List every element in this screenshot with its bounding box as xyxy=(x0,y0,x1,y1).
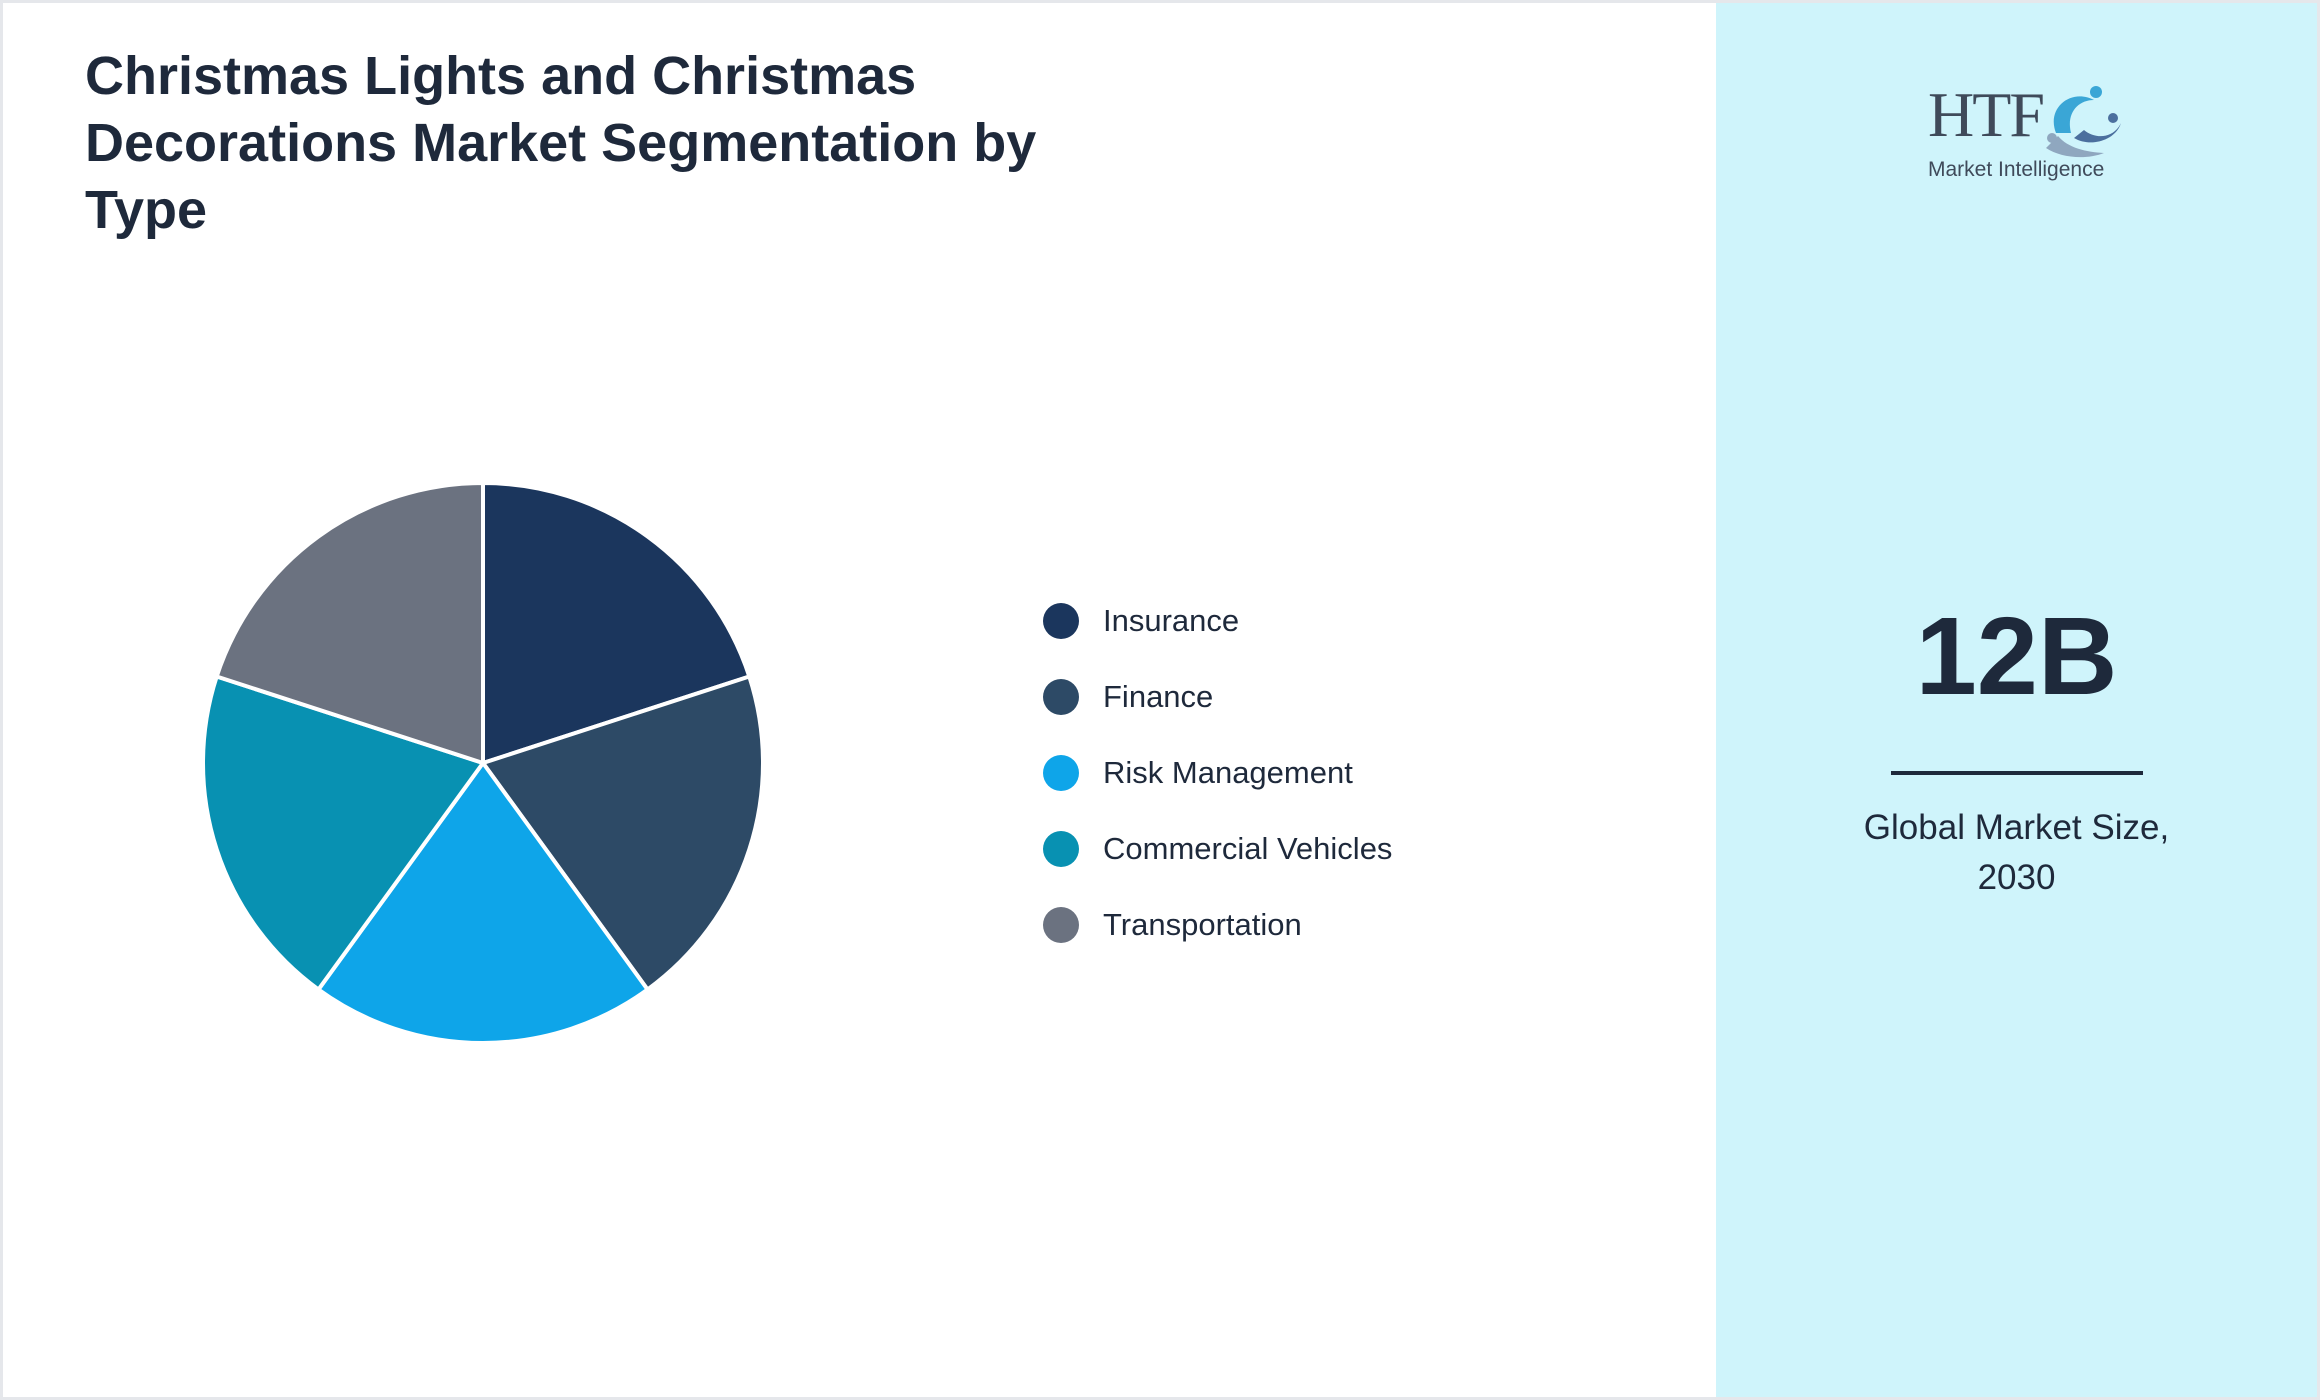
chart-title: Christmas Lights and Christmas Decoratio… xyxy=(85,46,1037,240)
legend-item-finance: Finance xyxy=(1043,659,1392,735)
htf-logo: HTF Market Intelligence xyxy=(1916,78,2126,193)
pie-slice-risk-management xyxy=(316,761,650,1045)
legend-item-insurance: Insurance xyxy=(1043,583,1392,659)
kpi-divider xyxy=(1891,771,2143,775)
pie-slice-finance xyxy=(481,674,765,992)
htf-logo-mark-icon xyxy=(2046,86,2121,158)
legend-label: Finance xyxy=(1103,679,1214,714)
chart-panel: Christmas Lights and Christmas Decoratio… xyxy=(3,3,1716,1397)
pie-chart xyxy=(201,481,765,1045)
legend-label: Commercial Vehicles xyxy=(1103,831,1393,866)
page-frame: Christmas Lights and Christmas Decoratio… xyxy=(3,3,2317,1397)
legend-label: Risk Management xyxy=(1103,755,1353,790)
market-size-value: 12B xyxy=(1915,595,2118,718)
legend-swatch xyxy=(1043,831,1079,867)
chart-legend: Insurance Finance Risk Management Commercia… xyxy=(1043,583,1392,963)
pie-slice-insurance xyxy=(481,481,752,765)
legend-label: Transportation xyxy=(1103,907,1302,942)
pie-slice-transportation xyxy=(214,481,485,765)
logo-brand: HTF xyxy=(1928,79,2045,150)
legend-item-transportation: Transportation xyxy=(1043,887,1392,963)
logo-tagline: Market Intelligence xyxy=(1928,158,2105,181)
summary-panel: HTF Market Intelligence 12B Global Marke… xyxy=(1716,3,2317,1397)
legend-item-risk-management: Risk Management xyxy=(1043,735,1392,811)
legend-swatch xyxy=(1043,603,1079,639)
pie-slice-commercial-vehicles xyxy=(201,674,485,992)
legend-label: Insurance xyxy=(1103,603,1240,638)
legend-item-commercial-vehicles: Commercial Vehicles xyxy=(1043,811,1392,887)
legend-swatch xyxy=(1043,755,1079,791)
legend-swatch xyxy=(1043,907,1079,943)
legend-swatch xyxy=(1043,679,1079,715)
market-size-caption: Global Market Size, 2030 xyxy=(1863,808,2170,897)
